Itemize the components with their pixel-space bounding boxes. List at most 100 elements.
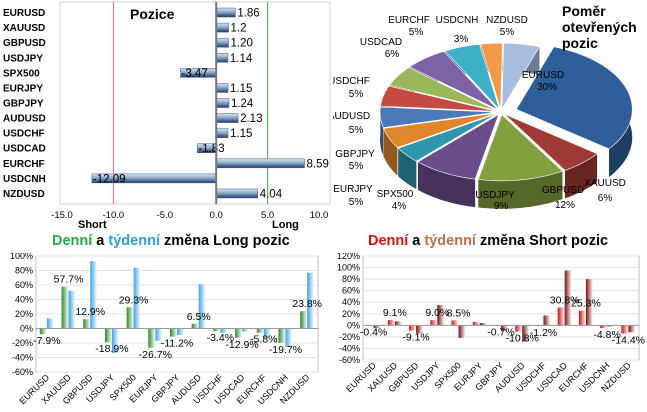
weekly-change-bar — [585, 279, 593, 326]
daily-change-label: 25.3% — [571, 298, 601, 310]
daily-change-label: -14.4% — [612, 335, 645, 347]
y-tick-label: 60% — [342, 286, 360, 296]
position-bar — [215, 158, 305, 169]
daily-change-bar — [61, 286, 69, 329]
pie-slice-value: 5% — [349, 89, 364, 100]
pie-slice-label: GBPJPY — [335, 149, 375, 160]
daily-change-label: -3.4% — [207, 332, 234, 344]
daily-change-label: -7.9% — [33, 335, 60, 347]
y-tick-label: 0% — [20, 324, 33, 334]
y-tick-label: 20% — [15, 309, 33, 319]
position-tick-label: 10.0 — [310, 210, 329, 221]
daily-change-bar — [430, 320, 438, 326]
pie-slice — [444, 43, 500, 110]
y-tick-label: 20% — [342, 309, 360, 319]
positions-title: Pozice — [130, 6, 175, 22]
weekly-change-bar — [46, 318, 54, 329]
pie-title-line: Poměr — [562, 3, 606, 19]
y-tick-label: 100% — [337, 263, 360, 273]
y-tick-label: 0% — [347, 320, 360, 330]
pie-slice-label: USDCNH — [436, 15, 479, 26]
pie-slice-value: 5% — [409, 27, 424, 38]
position-category-label: EURCHF — [3, 159, 45, 170]
daily-change-label: 30.8% — [550, 295, 580, 307]
position-category-label: XAUUSD — [3, 23, 45, 34]
weekly-change-bar — [263, 328, 271, 338]
weekly-change-bar — [437, 305, 445, 326]
weekly-change-bar — [501, 325, 508, 332]
position-category-label: USDJPY — [3, 53, 43, 64]
y-tick-label: -40% — [12, 353, 33, 363]
position-category-label: EURUSD — [3, 8, 45, 19]
short-label: Short — [78, 219, 107, 231]
weekly-change-bar — [458, 325, 466, 339]
position-tick-label: -5.0 — [157, 210, 173, 221]
long-change-title: Denní a týdenní změna Long pozic — [52, 233, 290, 249]
y-tick-label: 80% — [15, 266, 33, 276]
daily-change-label: -10.8% — [506, 333, 539, 345]
weekly-change-bar — [373, 325, 381, 329]
daily-change-bar — [409, 325, 417, 331]
daily-change-label: -1.2% — [530, 327, 557, 339]
position-value-label: 1.15 — [230, 83, 252, 95]
pie-slice — [389, 67, 497, 111]
position-bar — [215, 188, 258, 199]
pie-slice-label: GBPUSD — [542, 185, 584, 196]
daily-change-bar — [278, 328, 286, 343]
pie-slice-label: EURCHF — [388, 15, 430, 26]
y-tick-label: -60% — [12, 367, 33, 377]
weekly-change-bar — [198, 284, 206, 329]
y-tick-label: -60% — [339, 355, 360, 365]
position-bar — [215, 98, 230, 108]
daily-change-bar — [104, 328, 112, 343]
pie-slice — [379, 106, 497, 128]
pie-slice-label: XAUUSD — [584, 178, 626, 189]
pie-slice — [504, 113, 598, 171]
daily-change-bar — [300, 311, 308, 329]
position-value-label: -1.83 — [198, 143, 224, 155]
weekly-change-bar — [68, 290, 76, 329]
pie-slice-side — [380, 107, 384, 156]
position-value-label: 1.86 — [237, 8, 259, 20]
pie-slice-label: NZDUSD — [486, 15, 528, 26]
daily-change-label: -11.2% — [161, 338, 194, 350]
weekly-change-bar — [133, 267, 141, 329]
daily-change-label: 9.1% — [383, 307, 407, 319]
position-bar — [215, 83, 229, 93]
position-value-label: -12.09 — [93, 173, 126, 185]
position-category-label: SPX500 — [3, 68, 40, 79]
short-change-title: Denní a týdenní změna Short pozic — [368, 233, 609, 249]
pie-slice-label: EURJPY — [333, 184, 373, 195]
position-value-label: 1.24 — [231, 98, 254, 110]
pie-slice — [515, 46, 633, 150]
weekly-change-bar — [285, 328, 293, 347]
daily-change-bar — [191, 323, 199, 329]
position-category-label: GBPUSD — [3, 38, 46, 49]
position-bar — [215, 113, 239, 123]
y-tick-label: -20% — [12, 338, 33, 348]
positions-chart: EURUSD 1.86 XAUUSD 1.2 GBPUSD 1.20 USDJPY 1.14 S… — [3, 1, 331, 231]
daily-change-bar — [600, 325, 608, 329]
weekly-change-bar — [416, 325, 424, 334]
y-tick-label: 120% — [337, 253, 360, 261]
daily-change-label: 12.9% — [75, 306, 105, 318]
weekly-change-bar — [177, 328, 184, 336]
y-tick-label: 60% — [15, 280, 33, 290]
daily-change-label: -4.8% — [593, 329, 620, 341]
position-value-label: 1.14 — [230, 53, 253, 65]
daily-change-bar — [515, 325, 523, 332]
weekly-change-bar — [543, 315, 551, 326]
pie-slice-label: USDCHF — [333, 76, 370, 87]
daily-change-bar — [126, 307, 134, 329]
pie-slice-label: USDCAD — [360, 37, 402, 48]
pie-slice — [397, 113, 498, 162]
pie-slice-label: SPX500 — [377, 189, 414, 200]
pie-slice-value: 6% — [385, 49, 400, 60]
weekly-change-bar — [522, 325, 530, 342]
position-bar — [215, 53, 229, 63]
pie-title-line: otevřených — [562, 19, 637, 35]
weekly-change-bar — [564, 270, 572, 326]
daily-change-label: -5.8% — [250, 334, 277, 346]
pie-slice-side — [417, 161, 476, 208]
y-tick-label: -40% — [339, 343, 360, 353]
